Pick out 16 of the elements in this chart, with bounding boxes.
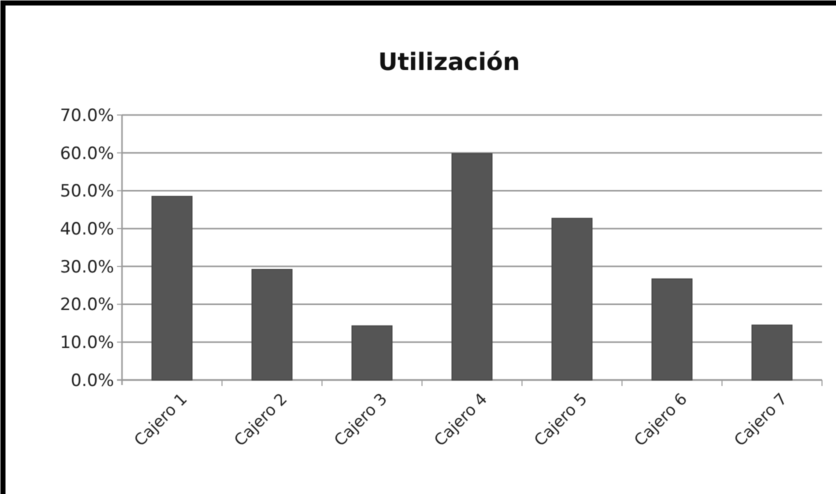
bar [252, 268, 292, 380]
bar [552, 218, 592, 380]
y-tick-label: 60.0% [60, 144, 114, 164]
bar [152, 196, 192, 380]
bar [452, 153, 492, 380]
y-tick-label: 0.0% [70, 370, 114, 391]
y-tick-label: 20.0% [60, 295, 114, 316]
y-tick-label: 50.0% [60, 182, 114, 202]
y-tick-label: 10.0% [60, 333, 114, 354]
chart-title: Utilización [378, 48, 520, 76]
y-tick-label: 70.0% [60, 106, 114, 126]
bar [652, 278, 692, 380]
bar [352, 325, 392, 380]
y-tick-label: 40.0% [60, 220, 114, 240]
bar [752, 324, 792, 380]
y-tick-label: 30.0% [60, 257, 114, 278]
